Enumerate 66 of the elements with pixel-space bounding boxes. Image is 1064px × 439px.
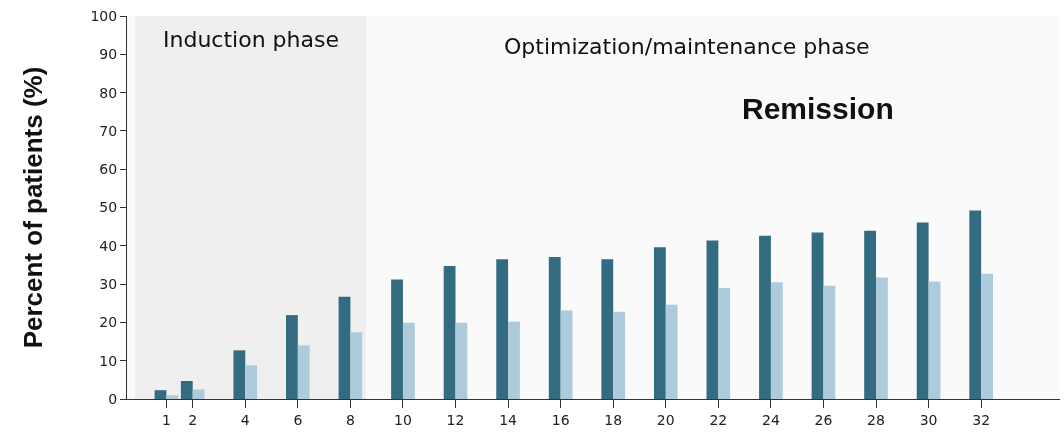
bar (192, 389, 205, 399)
bar (876, 277, 888, 399)
bar (665, 304, 678, 399)
y-tick-label: 0 (108, 390, 118, 407)
bar (981, 273, 993, 399)
y-axis-title: Percent of patients (%) (17, 66, 48, 349)
x-tick-label: 4 (240, 411, 250, 428)
bar (338, 296, 351, 399)
x-tick-label: 6 (293, 411, 303, 428)
x-tick-label: 32 (972, 411, 991, 428)
x-tick-label: 14 (499, 411, 518, 428)
bar (166, 395, 179, 399)
bar (823, 285, 836, 399)
y-tick-label: 100 (90, 7, 118, 24)
y-tick-label: 30 (99, 276, 118, 292)
bar (770, 282, 783, 399)
x-tick-label: 8 (345, 411, 355, 428)
bar (233, 350, 246, 399)
bar (455, 322, 468, 399)
x-tick-label: 26 (814, 411, 833, 428)
bar (297, 345, 310, 399)
x-tick-label: 28 (867, 411, 885, 428)
annotation: Remission (742, 92, 894, 125)
bar (613, 311, 626, 399)
bar (508, 321, 520, 399)
x-tick-label: 24 (761, 411, 780, 428)
bar (928, 281, 941, 399)
x-tick-label: 12 (446, 411, 465, 428)
y-tick-label: 80 (99, 84, 118, 101)
x-tick-label: 22 (709, 411, 728, 428)
x-tick-label: 1 (161, 411, 171, 428)
bar (864, 230, 877, 399)
bar (391, 279, 403, 399)
bar (245, 365, 258, 399)
bar (811, 232, 824, 399)
bar (443, 266, 456, 399)
bar (548, 256, 561, 399)
bar (718, 287, 731, 399)
y-tick-label: 20 (99, 314, 118, 331)
bar (350, 332, 363, 399)
x-tick-label: 10 (394, 411, 412, 428)
x-tick-label: 18 (604, 411, 623, 428)
y-tick-label: 90 (99, 46, 118, 63)
y-tick-label: 70 (99, 122, 118, 139)
x-tick-label: 2 (188, 411, 198, 428)
band-label: Induction phase (163, 27, 339, 52)
bar (154, 390, 167, 399)
bar (706, 240, 719, 399)
x-tick-label: 30 (919, 411, 938, 428)
bar (496, 259, 509, 399)
annotation: Optimization/maintenance phase (504, 34, 870, 59)
bar (560, 310, 573, 399)
x-tick-label: 20 (656, 411, 675, 428)
y-tick-label: 50 (99, 199, 118, 216)
bar (759, 235, 771, 399)
bar (653, 247, 666, 399)
bar (180, 381, 193, 399)
bar (916, 222, 929, 399)
bar (969, 210, 982, 399)
bar (601, 259, 614, 399)
x-tick-label: 16 (551, 411, 570, 428)
y-tick-label: 60 (99, 161, 118, 178)
y-tick-label: 10 (99, 352, 118, 369)
bar (286, 315, 298, 399)
y-tick-label: 40 (99, 237, 118, 254)
bar (402, 322, 415, 399)
